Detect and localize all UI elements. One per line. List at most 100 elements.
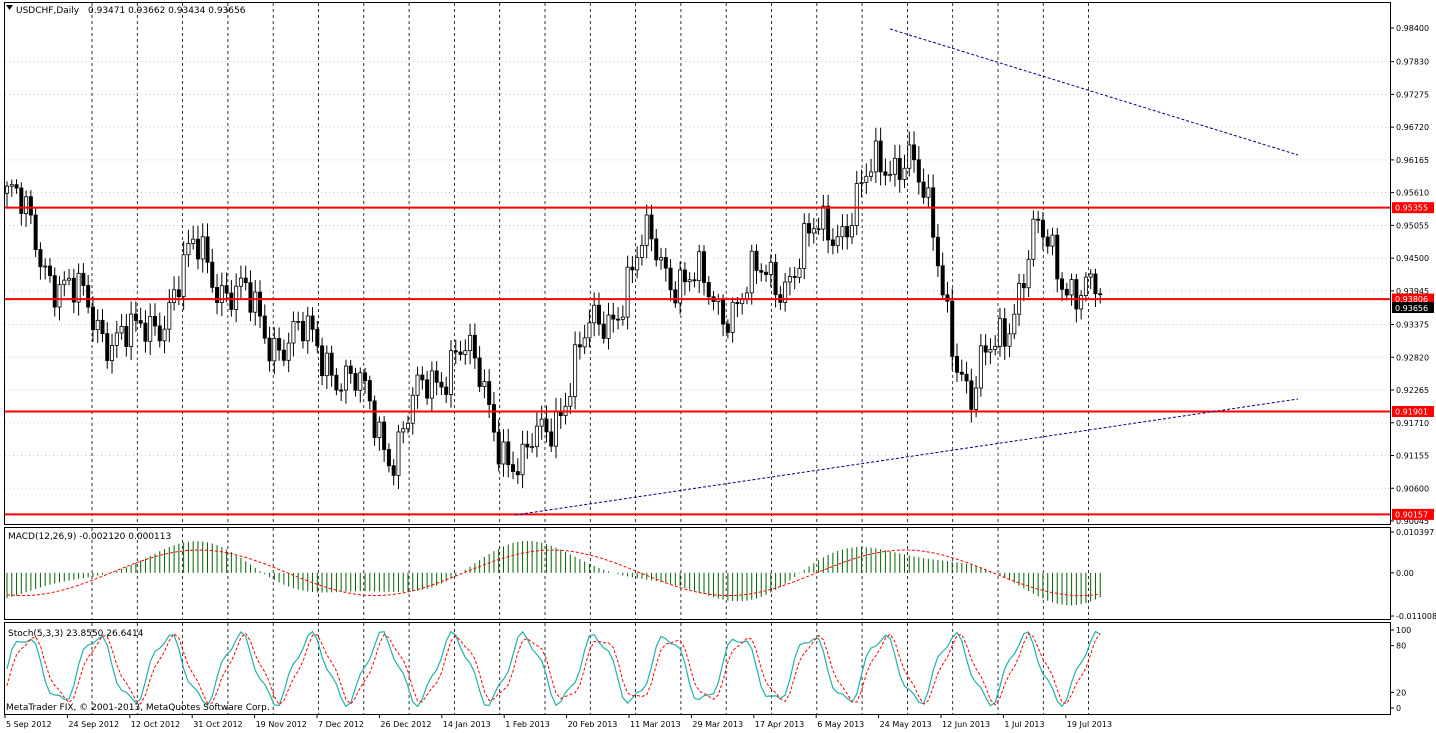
candle-body xyxy=(878,140,883,173)
candle-body xyxy=(649,214,654,240)
candle-body xyxy=(1050,234,1055,247)
candle-body xyxy=(305,315,310,342)
candle-body xyxy=(883,171,888,176)
candle-body xyxy=(534,425,539,448)
stoch-main-line xyxy=(6,630,1101,708)
candle-body xyxy=(721,298,726,325)
candle-body xyxy=(401,428,406,433)
candle-body xyxy=(62,279,67,286)
level-tag xyxy=(1392,293,1434,305)
candle-body xyxy=(577,344,582,348)
candle-body xyxy=(530,446,535,449)
candle-body xyxy=(133,313,138,321)
candle-body xyxy=(811,228,816,234)
candle-body xyxy=(410,394,415,424)
candle-body xyxy=(291,321,296,344)
candle-body xyxy=(730,301,735,333)
candle-body xyxy=(334,374,339,391)
descending-trendline xyxy=(889,28,1299,156)
candle-body xyxy=(1036,218,1041,221)
candle-body xyxy=(9,184,14,187)
candle-body xyxy=(654,238,659,261)
candle-body xyxy=(81,272,86,286)
candle-body xyxy=(315,328,320,347)
candle-body xyxy=(983,345,988,353)
price-scale-label: 0.91155 xyxy=(1396,452,1429,461)
candle-body xyxy=(343,365,348,391)
date-label: 12 Jun 2013 xyxy=(942,720,990,729)
candle-body xyxy=(582,337,587,348)
ohlc-label: 0.93471 0.93662 0.93434 0.93656 xyxy=(88,6,246,16)
candle-body xyxy=(176,289,181,298)
candle-body xyxy=(515,471,520,476)
candle-body xyxy=(902,167,907,180)
candlesticks xyxy=(5,127,1103,489)
candle-body xyxy=(835,236,840,246)
candle-body xyxy=(1088,273,1093,278)
candle-body xyxy=(644,214,649,246)
candle-body xyxy=(802,223,807,269)
candle-body xyxy=(768,261,773,275)
candle-body xyxy=(959,371,964,375)
candle-body xyxy=(76,272,81,303)
level-price-tags: 0.95355 0.93806 0.91901 0.90157 xyxy=(1392,202,1434,520)
date-label: 26 Dec 2012 xyxy=(380,720,431,729)
stoch-scale: 100 80 20 0 xyxy=(1390,626,1411,713)
date-label: 5 Sep 2012 xyxy=(6,720,52,729)
candle-body xyxy=(978,345,983,389)
candle-body xyxy=(606,314,611,339)
candle-body xyxy=(912,144,917,161)
date-label: 14 Jan 2013 xyxy=(443,720,491,729)
candle-body xyxy=(659,257,664,261)
candle-body xyxy=(1083,276,1088,296)
candle-body xyxy=(549,431,554,447)
candle-body xyxy=(1007,333,1012,347)
candle-body xyxy=(807,223,812,234)
candle-body xyxy=(191,238,196,244)
candle-body xyxy=(224,285,229,294)
candle-body xyxy=(372,400,377,439)
candle-body xyxy=(181,254,186,298)
candle-body xyxy=(945,294,950,302)
candle-body xyxy=(792,276,797,278)
candle-body xyxy=(1021,283,1026,289)
candle-body xyxy=(773,261,778,296)
candle-body xyxy=(129,313,134,347)
price-scale-label: 0.96165 xyxy=(1396,156,1429,165)
candle-body xyxy=(219,285,224,303)
candle-body xyxy=(845,226,850,238)
candle-body xyxy=(940,265,945,296)
candle-body xyxy=(935,236,940,267)
candle-body xyxy=(277,337,282,351)
candle-body xyxy=(964,373,969,382)
candle-body xyxy=(816,228,821,231)
current-price-tag xyxy=(1392,302,1434,313)
candle-body xyxy=(248,282,253,313)
candle-body xyxy=(997,318,1002,347)
candle-body xyxy=(296,321,301,323)
candle-body xyxy=(993,345,998,350)
macd-scale: 0.010397 0.00 -0.011008 xyxy=(1390,528,1436,621)
date-label: 20 Feb 2013 xyxy=(568,720,618,729)
candle-body xyxy=(663,257,668,269)
ascending-trendline xyxy=(514,398,1299,516)
candle-body xyxy=(974,387,979,410)
candle-body xyxy=(1055,234,1060,280)
stoch-scale-label: 20 xyxy=(1396,688,1406,697)
candle-body xyxy=(888,173,893,176)
price-scale-label: 0.97275 xyxy=(1396,90,1429,99)
macd-panel[interactable] xyxy=(4,527,1391,620)
price-scale-label: 0.97830 xyxy=(1396,58,1429,67)
price-scale-label: 0.98400 xyxy=(1396,24,1429,33)
candle-body xyxy=(1098,293,1103,296)
candle-body xyxy=(931,187,936,238)
candle-body xyxy=(1074,279,1079,310)
stoch-scale-label: 80 xyxy=(1396,642,1406,651)
expand-triangle-icon[interactable] xyxy=(6,5,13,10)
level-tag xyxy=(1392,405,1434,417)
stoch-panel[interactable] xyxy=(4,622,1391,715)
candle-body xyxy=(1026,258,1031,289)
candle-body xyxy=(348,365,353,374)
candle-body xyxy=(243,277,248,284)
